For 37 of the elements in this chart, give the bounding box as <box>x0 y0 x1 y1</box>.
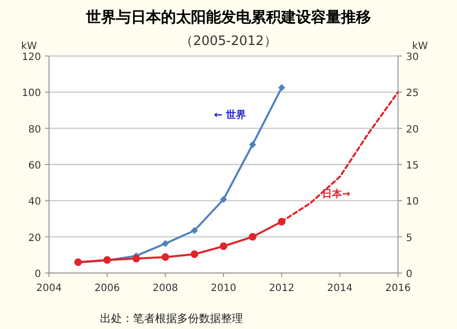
point <box>132 254 140 262</box>
point <box>162 240 169 248</box>
y-tick-label: 0 <box>34 269 41 280</box>
point <box>220 242 228 250</box>
y-tick-label: 80 <box>28 124 41 136</box>
point <box>190 227 198 234</box>
y2-tick-label: 5 <box>406 232 412 244</box>
annotation: ← 世界 <box>214 109 246 121</box>
point <box>220 196 227 203</box>
y2-tick-label: 10 <box>406 196 419 208</box>
x-tick-label: 2014 <box>327 283 353 294</box>
x-tick-label: 2012 <box>268 283 294 294</box>
y2-tick-label: 25 <box>406 88 419 100</box>
y-tick-label: 100 <box>22 88 41 100</box>
x-tick-label: 2008 <box>152 283 178 294</box>
point <box>249 141 256 148</box>
chart-title: 世界与日本的太阳能发电累积建设容量推移 <box>85 8 371 26</box>
point <box>190 250 198 258</box>
y-tick-label: 20 <box>28 232 41 244</box>
y2-tick-label: 30 <box>406 52 419 63</box>
y-axis-title: kW <box>21 41 37 52</box>
y2-tick-label: 15 <box>406 160 419 172</box>
point <box>248 233 256 241</box>
x-tick-label: 2016 <box>385 283 411 294</box>
point <box>278 84 286 92</box>
y-tick-label: 60 <box>28 160 41 172</box>
y2-tick-label: 0 <box>406 269 412 280</box>
y2-axis-title: kW <box>412 41 428 52</box>
point <box>162 253 170 261</box>
y-tick-label: 40 <box>28 196 41 208</box>
y-tick-label: 120 <box>22 52 41 63</box>
text: 出处：笔者根据多份数据整理 <box>100 312 243 325</box>
y2-tick-label: 20 <box>406 124 419 136</box>
x-tick-label: 2004 <box>36 283 62 294</box>
x-tick-label: 2010 <box>210 283 236 294</box>
chart-subtitle: （2005-2012） <box>180 34 277 49</box>
x-tick-label: 2006 <box>94 283 120 294</box>
